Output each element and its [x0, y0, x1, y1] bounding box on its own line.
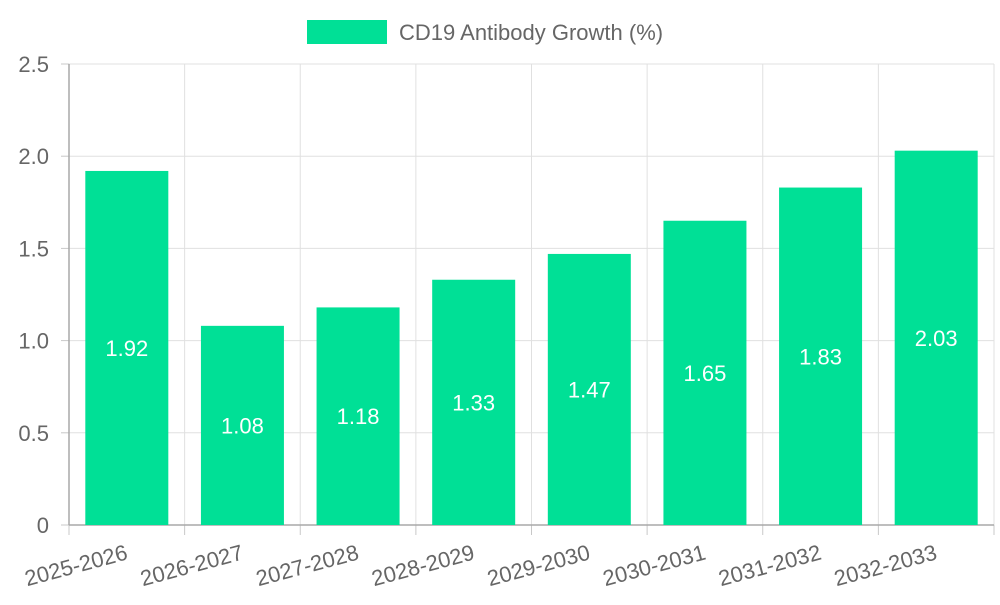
bar[interactable]: [200, 325, 284, 525]
x-tick-label: 2028-2029: [369, 540, 477, 591]
bar[interactable]: [663, 220, 747, 526]
x-tick-label: 2032-2033: [831, 540, 939, 591]
bar-value-label: 1.33: [452, 390, 495, 415]
x-tick-label: 2030-2031: [600, 540, 708, 591]
bar[interactable]: [316, 307, 400, 525]
bars: [85, 150, 978, 526]
y-tick-label: 1.5: [18, 236, 49, 261]
y-tick-label: 2.5: [18, 52, 49, 77]
bar[interactable]: [894, 150, 978, 525]
y-tick-label: 1.0: [18, 329, 49, 354]
y-tick-label: 2.0: [18, 144, 49, 169]
legend-swatch: [307, 20, 387, 44]
bar-value-label: 1.83: [799, 344, 842, 369]
bar-value-label: 1.92: [105, 336, 148, 361]
bar[interactable]: [85, 170, 169, 525]
bar-value-label: 1.08: [221, 413, 264, 438]
bar[interactable]: [547, 253, 631, 525]
x-tick-label: 2027-2028: [253, 540, 361, 591]
x-tick-label: 2026-2027: [138, 540, 246, 591]
bar-value-label: 2.03: [915, 326, 958, 351]
bar[interactable]: [432, 279, 516, 525]
x-tick-label: 2031-2032: [716, 540, 824, 591]
y-tick-label: 0.5: [18, 421, 49, 446]
x-tick-label: 2025-2026: [22, 540, 130, 591]
legend-label: CD19 Antibody Growth (%): [399, 20, 663, 45]
bar-value-label: 1.65: [684, 361, 727, 386]
legend[interactable]: CD19 Antibody Growth (%): [307, 20, 663, 45]
bar-value-label: 1.47: [568, 377, 611, 402]
bar-value-label: 1.18: [337, 404, 380, 429]
data-labels: 1.92 1.08 1.18 1.33 1.47 1.65 1.83 2.03: [105, 326, 957, 439]
y-tick-label: 0: [37, 513, 49, 538]
bar[interactable]: [779, 187, 863, 525]
x-tick-label: 2029-2030: [485, 540, 593, 591]
